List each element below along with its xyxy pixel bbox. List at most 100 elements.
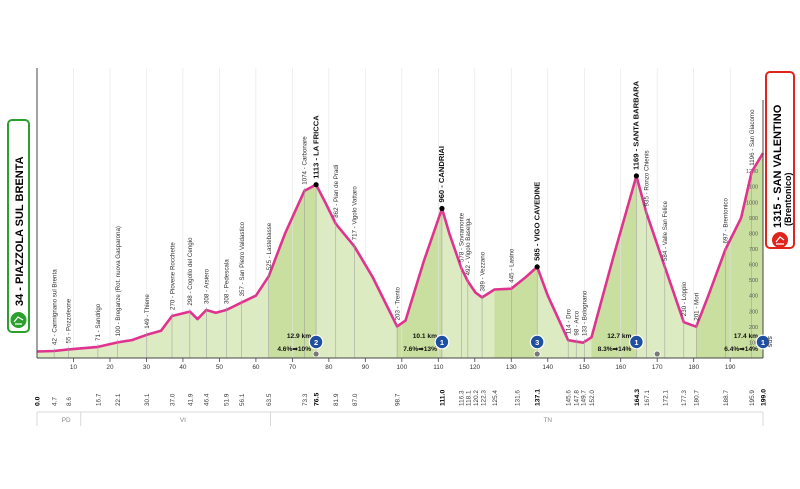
km-label: 152.0 bbox=[589, 390, 596, 406]
waypoint-label: 42 - Carmignano sul Brenta bbox=[51, 269, 58, 345]
start-label: 34 - PIAZZOLA SUL BRENTA bbox=[14, 156, 26, 306]
waypoint-label: 133 - Bolognano bbox=[582, 290, 589, 336]
waypoint-label: 71 - Sandrigo bbox=[95, 303, 102, 341]
km-label: 188.7 bbox=[723, 390, 730, 406]
gpm-badge bbox=[629, 334, 644, 350]
sprint-marker bbox=[312, 350, 320, 358]
waypoint-label: 201 - Mori bbox=[694, 293, 701, 321]
waypoint-label: 492 - Vigolo Baselga bbox=[465, 218, 472, 276]
sds-label: SDS bbox=[766, 336, 772, 347]
km-label: 22.1 bbox=[115, 393, 122, 406]
summit-dot bbox=[633, 173, 640, 179]
climb-area bbox=[591, 176, 637, 358]
waypoint-label: 862 - Pian de Pradi bbox=[333, 165, 340, 218]
climb-length: 12.9 km bbox=[287, 333, 311, 340]
finish-bike-icon bbox=[775, 236, 785, 245]
km-label: 147.8 bbox=[574, 390, 581, 406]
km-label: 120.2 bbox=[473, 390, 480, 406]
gpm-badge bbox=[529, 334, 545, 350]
summit-dot bbox=[439, 205, 445, 212]
x-tick-label: 100 bbox=[396, 364, 407, 371]
x-tick-label: 170 bbox=[652, 364, 663, 371]
waypoint-label: 203 - Trento bbox=[394, 286, 401, 320]
x-tick-label: 190 bbox=[725, 364, 736, 371]
km-label: 118.1 bbox=[465, 390, 472, 406]
summit-dot bbox=[534, 264, 540, 270]
waypoint-label: 308 - Pedescala bbox=[224, 259, 231, 304]
y-tick-label: 300 bbox=[749, 309, 758, 315]
waypoint-label: 230 - Loppio bbox=[681, 281, 688, 316]
x-tick-label: 180 bbox=[688, 364, 699, 371]
waypoint-label: 697 - Brentonico bbox=[723, 198, 730, 244]
waypoint-label: 100 - Breganze (Rot. nuova Gasparona) bbox=[115, 226, 122, 336]
km-label: 131.6 bbox=[515, 390, 522, 406]
x-tick-label: 50 bbox=[216, 364, 224, 371]
start-icon bbox=[10, 312, 27, 328]
climb-area bbox=[397, 208, 442, 358]
start-box bbox=[7, 119, 30, 333]
y-tick-label: 800 bbox=[749, 231, 758, 237]
x-tick-label: 70 bbox=[289, 364, 297, 371]
y-tick-label: 100 bbox=[749, 340, 758, 346]
x-tick-label: 80 bbox=[325, 364, 333, 371]
waypoint-label: 584 - Valle San Felice bbox=[662, 200, 669, 261]
y-tick-label: 1100 bbox=[746, 185, 758, 191]
gpm-category: 1 bbox=[634, 338, 638, 347]
km-label: 116.3 bbox=[459, 390, 466, 406]
profile-line bbox=[36, 152, 765, 353]
waypoint-label: 357 - San Pietro Valdastico bbox=[239, 221, 246, 296]
finish-icon bbox=[772, 232, 788, 248]
km-label: 8.6 bbox=[66, 397, 73, 406]
km-label: 172.1 bbox=[662, 390, 669, 406]
km-label: 137.1 bbox=[535, 389, 542, 406]
waypoint-label: 98 - Arco bbox=[574, 310, 581, 335]
summit-label: 960 - CANDRIAI bbox=[437, 146, 446, 203]
km-label: 145.6 bbox=[566, 390, 573, 406]
summit-dot bbox=[313, 182, 319, 188]
climb-gradient: 6.4%➡14% bbox=[724, 346, 758, 353]
x-tick-label: 60 bbox=[252, 364, 260, 371]
km-label: 46.4 bbox=[204, 393, 211, 406]
x-tick-label: 20 bbox=[106, 364, 114, 371]
x-tick-label: 90 bbox=[362, 364, 370, 371]
km-label: 76.5 bbox=[313, 393, 320, 406]
km-label: 41.9 bbox=[187, 393, 194, 406]
km-label: 111.0 bbox=[439, 390, 446, 406]
km-label: 98.7 bbox=[394, 393, 401, 406]
km-label: 195.9 bbox=[749, 390, 756, 406]
y-tick-label: 400 bbox=[749, 294, 758, 300]
waypoint-label: 717 - Vigolo Vattaro bbox=[352, 186, 359, 241]
gpm-category: 2 bbox=[314, 338, 318, 347]
km-label: 56.1 bbox=[239, 393, 246, 406]
sprint-marker bbox=[653, 350, 661, 358]
km-label: 87.0 bbox=[352, 393, 359, 406]
climb-gradient: 8.3%➡14% bbox=[598, 346, 632, 353]
climb-length: 12.7 km bbox=[607, 333, 631, 340]
x-tick-label: 150 bbox=[579, 364, 590, 371]
x-tick-label: 110 bbox=[433, 364, 444, 371]
x-tick-label: 160 bbox=[615, 364, 626, 371]
waypoint-label: 149 - Thiene bbox=[144, 294, 151, 329]
gpm-category: 3 bbox=[535, 338, 539, 347]
x-tick-label: 30 bbox=[143, 364, 151, 371]
waypoint-label: 298 - Cogollo del Cengio bbox=[187, 237, 194, 306]
climb-area bbox=[696, 153, 763, 358]
province-label: VI bbox=[180, 417, 186, 424]
waypoint-label: 55 - Pozzoleone bbox=[66, 298, 73, 343]
km-label: 73.3 bbox=[302, 393, 309, 406]
waypoint-label: 445 - Lasino bbox=[509, 248, 516, 283]
x-tick-label: 130 bbox=[506, 364, 517, 371]
summit-label: 1113 - LA FRICCA bbox=[311, 115, 320, 179]
x-tick-label: 10 bbox=[70, 364, 78, 371]
km-label: 149.7 bbox=[581, 390, 588, 406]
y-tick-label: 700 bbox=[749, 247, 758, 253]
waypoint-label: 578 - Sovramonte bbox=[459, 212, 466, 262]
waypoint-label: 525 - Lastebasse bbox=[266, 222, 273, 270]
climb-length: 10.1 km bbox=[413, 333, 437, 340]
km-label: 125.4 bbox=[492, 390, 499, 406]
x-tick-label: 140 bbox=[542, 364, 553, 371]
km-label: 122.3 bbox=[481, 390, 488, 406]
x-tick-label: 120 bbox=[469, 364, 480, 371]
